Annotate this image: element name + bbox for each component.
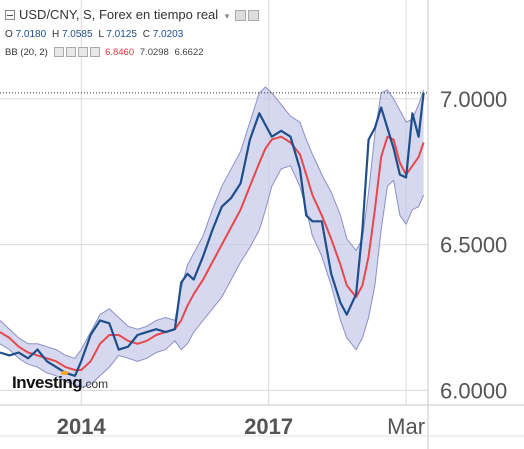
y-tick-label-2: 7.0000 <box>440 87 507 112</box>
series-layer <box>0 92 425 377</box>
legend-title: USD/CNY, S, Forex en tiempo real <box>19 7 219 22</box>
y-tick-label-0: 6.0000 <box>440 378 507 403</box>
ohlc-open-key: O <box>5 29 13 40</box>
bb-edit-icon[interactable] <box>78 47 89 58</box>
bollinger-upper-line <box>0 86 425 359</box>
bb-lower-value: 6.6622 <box>174 47 204 58</box>
x-tick-label-2: Mar <box>387 414 425 439</box>
y-tick-label-1: 6.5000 <box>440 233 507 258</box>
logo-suffix: .com <box>82 377 109 391</box>
bb-settings-icon[interactable] <box>66 47 77 58</box>
bollinger-band-area <box>0 87 424 388</box>
ohlc-low-value: 7.0125 <box>106 29 137 40</box>
investing-logo: Investing.com <box>12 373 108 393</box>
legend-bb-row: BB (20, 2) 6.8460 7.0298 6.6622 <box>5 47 207 58</box>
close-icon[interactable] <box>247 10 259 22</box>
logo-mark-icon <box>61 371 68 375</box>
x-tick-label-1: 2017 <box>244 414 293 439</box>
legend-title-row: USD/CNY, S, Forex en tiempo real ▾ <box>5 7 259 22</box>
series-line-bb-middle <box>0 135 425 371</box>
dropdown-icon[interactable]: ▾ <box>224 11 230 21</box>
logo-brand: Investing <box>12 373 83 392</box>
ohlc-close-key: C <box>142 29 150 40</box>
x-tick-label-0: 2014 <box>57 414 107 439</box>
series-line-usdcny <box>0 92 425 377</box>
bb-middle-value: 6.8460 <box>105 47 135 58</box>
collapse-icon[interactable] <box>5 9 15 20</box>
bollinger-lower-line <box>0 165 425 389</box>
legend-ohlc-row: O 7.0180 H 7.0585 L 7.0125 C 7.0203 <box>5 29 186 40</box>
ohlc-close-value: 7.0203 <box>152 29 184 40</box>
ohlc-open-value: 7.0180 <box>15 29 47 40</box>
bb-close-icon[interactable] <box>90 47 101 58</box>
ohlc-low-key: L <box>98 29 104 40</box>
bb-upper-value: 7.0298 <box>139 47 169 58</box>
ohlc-high-value: 7.0585 <box>61 29 93 40</box>
settings-icon[interactable] <box>234 10 246 22</box>
bb-visibility-icon[interactable] <box>54 47 65 58</box>
band-layer <box>0 86 425 389</box>
bb-label: BB (20, 2) <box>5 47 48 58</box>
ohlc-high-key: H <box>51 29 60 40</box>
